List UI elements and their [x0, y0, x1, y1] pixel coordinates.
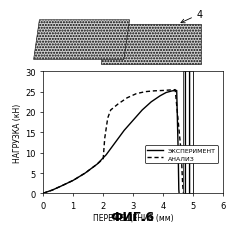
Text: ФИГ.6: ФИГ.6	[110, 210, 154, 223]
Legend: ЭКСПЕРИМЕНТ, АНАЛИЗ: ЭКСПЕРИМЕНТ, АНАЛИЗ	[145, 146, 218, 163]
АНАЛИЗ	[144, 91, 147, 94]
ЭКСПЕРИМЕНТ	[84, 172, 87, 175]
Bar	[183, 72, 193, 194]
АНАЛИЗ	[45, 191, 48, 194]
ЭКСПЕРИМЕНТ	[177, 188, 180, 191]
ЭКСПЕРИМЕНТ	[60, 185, 63, 188]
Text: 4: 4	[181, 10, 203, 24]
АНАЛИЗ	[42, 192, 45, 195]
ЭКСПЕРИМЕНТ	[165, 92, 168, 94]
X-axis label: ПЕРЕМЕЩЕНИЕ (мм): ПЕРЕМЕЩЕНИЕ (мм)	[93, 213, 174, 222]
АНАЛИЗ	[96, 163, 99, 166]
АНАЛИЗ	[182, 192, 185, 195]
Polygon shape	[101, 25, 201, 65]
АНАЛИЗ	[174, 89, 177, 92]
ЭКСПЕРИМЕНТ	[178, 192, 180, 195]
АНАЛИЗ	[117, 103, 120, 106]
ЭКСПЕРИМЕНТ	[123, 129, 126, 132]
ЭКСПЕРИМЕНТ	[141, 109, 144, 112]
ЭКСПЕРИМЕНТ	[171, 90, 174, 93]
АНАЛИЗ	[109, 109, 112, 112]
АНАЛИЗ	[181, 184, 184, 187]
АНАЛИЗ	[162, 90, 165, 92]
ЭКСПЕРИМЕНТ	[45, 191, 48, 194]
ЭКСПЕРИМЕНТ	[42, 192, 45, 195]
АНАЛИЗ	[180, 152, 183, 154]
АНАЛИЗ	[168, 89, 171, 92]
АНАЛИЗ	[60, 185, 63, 188]
ЭКСПЕРИМЕНТ	[114, 142, 117, 144]
ЭКСПЕРИМЕНТ	[159, 95, 162, 98]
АНАЛИЗ	[182, 190, 185, 193]
АНАЛИЗ	[72, 179, 75, 182]
АНАЛИЗ	[106, 117, 109, 120]
АНАЛИЗ	[126, 97, 129, 100]
ЭКСПЕРИМЕНТ	[177, 152, 180, 154]
Polygon shape	[34, 21, 130, 60]
АНАЛИЗ	[84, 172, 87, 175]
АНАЛИЗ	[103, 137, 106, 140]
ЭКСПЕРИМЕНТ	[175, 90, 178, 92]
ЭКСПЕРИМЕНТ	[132, 119, 135, 122]
ЭКСПЕРИМЕНТ	[51, 189, 54, 192]
Line: ЭКСПЕРИМЕНТ: ЭКСПЕРИМЕНТ	[43, 91, 179, 194]
АНАЛИЗ	[153, 90, 156, 93]
ЭКСПЕРИМЕНТ	[72, 179, 75, 182]
АНАЛИЗ	[102, 158, 105, 160]
АНАЛИЗ	[51, 189, 54, 192]
ЭКСПЕРИМЕНТ	[150, 101, 153, 104]
Line: АНАЛИЗ: АНАЛИЗ	[43, 90, 184, 194]
ЭКСПЕРИМЕНТ	[96, 163, 99, 166]
ЭКСПЕРИМЕНТ	[105, 154, 108, 156]
Y-axis label: НАГРУЗКА (кН): НАГРУЗКА (кН)	[13, 103, 22, 162]
АНАЛИЗ	[135, 93, 138, 96]
